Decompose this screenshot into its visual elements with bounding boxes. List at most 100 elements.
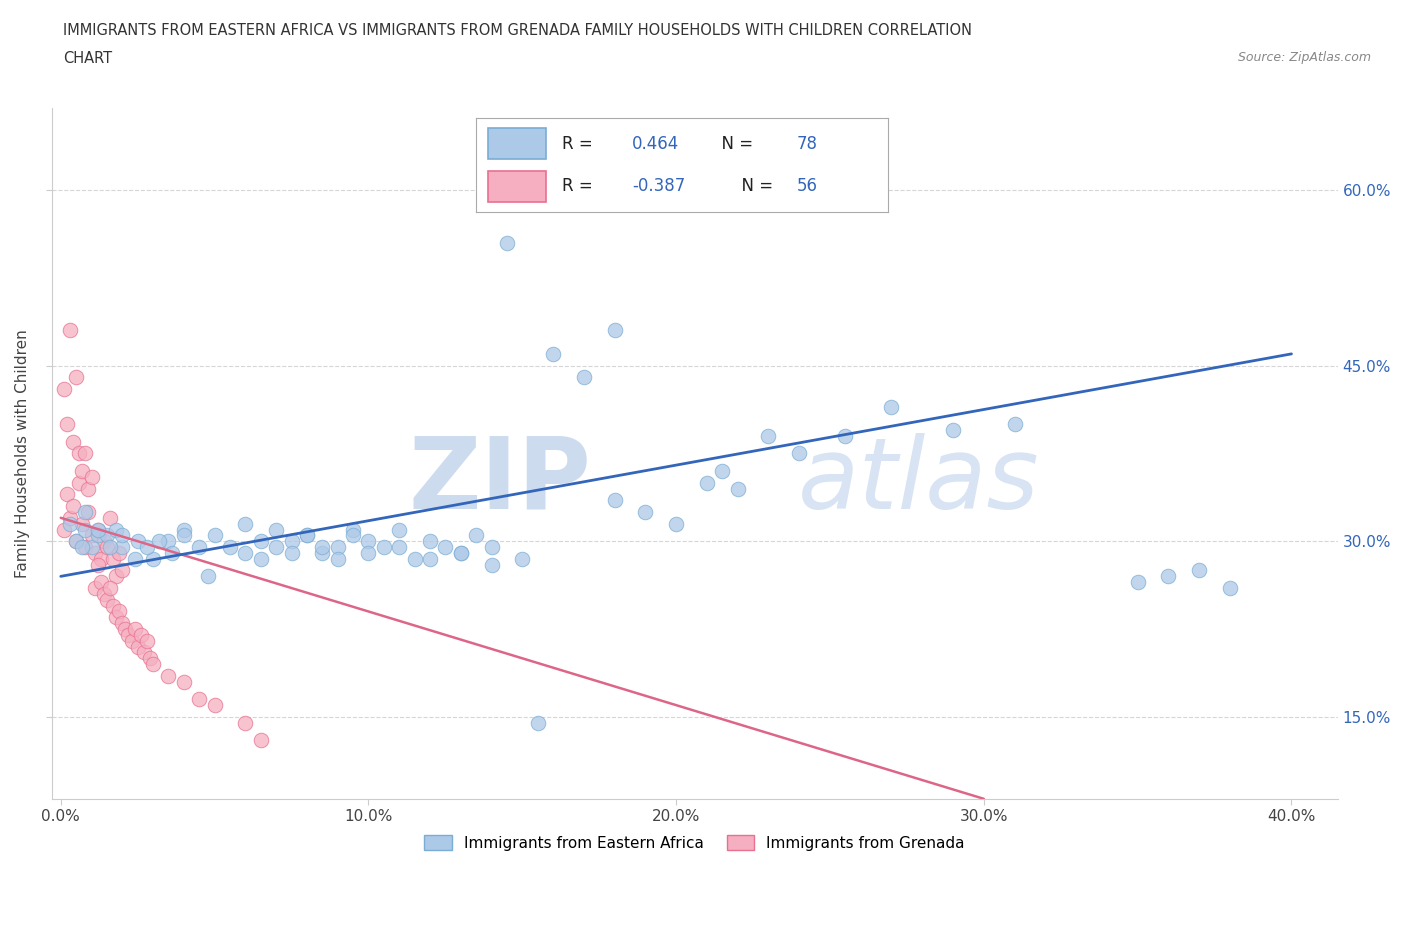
Point (388, 522, 411, 537)
Legend: Immigrants from Eastern Africa, Immigrants from Grenada: Immigrants from Eastern Africa, Immigran… (418, 829, 972, 857)
Point (72, 539, 94, 554)
Point (139, 651, 162, 666)
Point (72, 463, 94, 478)
Point (86, 522, 108, 537)
Point (388, 539, 411, 554)
Point (135, 633, 157, 648)
Point (264, 522, 287, 537)
Point (135, 539, 157, 554)
Point (173, 528, 195, 543)
Text: Source: ZipAtlas.com: Source: ZipAtlas.com (1237, 51, 1371, 64)
Point (434, 539, 457, 554)
Point (117, 628, 139, 643)
Point (59, 511, 82, 525)
Point (98, 511, 121, 525)
Point (108, 604, 131, 618)
Point (526, 715, 548, 730)
Y-axis label: Family Households with Children: Family Households with Children (15, 329, 30, 578)
Point (204, 528, 226, 543)
Point (404, 551, 426, 566)
Point (880, 399, 903, 414)
Point (481, 557, 503, 572)
Point (465, 528, 488, 543)
Point (59, 323, 82, 338)
Point (101, 598, 124, 613)
Point (96, 592, 118, 607)
Point (373, 539, 395, 554)
Point (311, 539, 333, 554)
Point (342, 522, 364, 537)
Point (496, 235, 519, 250)
Point (105, 610, 128, 625)
Point (1004, 417, 1026, 432)
Point (295, 528, 318, 543)
Point (98, 539, 121, 554)
Point (249, 551, 271, 566)
Point (52, 381, 75, 396)
Point (541, 347, 564, 362)
Point (56, 417, 79, 432)
Point (111, 563, 134, 578)
Point (942, 422, 965, 437)
Point (311, 546, 333, 561)
Point (96, 528, 118, 543)
Point (280, 534, 302, 549)
Point (105, 522, 128, 537)
Point (67, 446, 90, 461)
Point (357, 534, 380, 549)
Point (72, 516, 94, 531)
Point (52, 522, 75, 537)
Point (108, 546, 131, 561)
Point (142, 657, 165, 671)
Point (142, 551, 165, 566)
Point (129, 628, 152, 643)
Point (111, 528, 134, 543)
Point (80, 470, 103, 485)
Point (572, 370, 595, 385)
Point (1157, 569, 1180, 584)
Point (157, 534, 180, 549)
Point (98, 580, 121, 595)
Point (83, 546, 105, 561)
Point (77, 504, 100, 519)
Point (127, 639, 149, 654)
Point (1219, 580, 1241, 595)
Point (787, 446, 810, 461)
Point (603, 323, 626, 338)
Point (83, 580, 105, 595)
Point (727, 481, 749, 496)
Point (280, 546, 302, 561)
Point (121, 633, 143, 648)
Point (696, 475, 718, 490)
Point (124, 621, 146, 636)
Point (67, 475, 90, 490)
Point (419, 534, 441, 549)
Point (603, 493, 626, 508)
Point (86, 528, 108, 543)
Point (90, 575, 112, 590)
Point (326, 539, 349, 554)
Point (188, 692, 211, 707)
Point (219, 539, 242, 554)
Point (634, 504, 657, 519)
Point (450, 546, 472, 561)
Point (75, 504, 97, 519)
Point (148, 534, 170, 549)
Point (419, 551, 441, 566)
Point (86, 557, 108, 572)
Point (93, 587, 115, 602)
Point (80, 539, 103, 554)
Point (235, 516, 257, 531)
Point (342, 528, 364, 543)
Point (75, 522, 97, 537)
Point (101, 551, 124, 566)
Point (86, 522, 108, 537)
Point (111, 616, 134, 631)
Point (235, 715, 257, 730)
Point (1188, 563, 1211, 578)
Point (111, 539, 134, 554)
Point (249, 733, 271, 748)
Point (197, 569, 219, 584)
Point (235, 546, 257, 561)
Point (160, 546, 183, 561)
